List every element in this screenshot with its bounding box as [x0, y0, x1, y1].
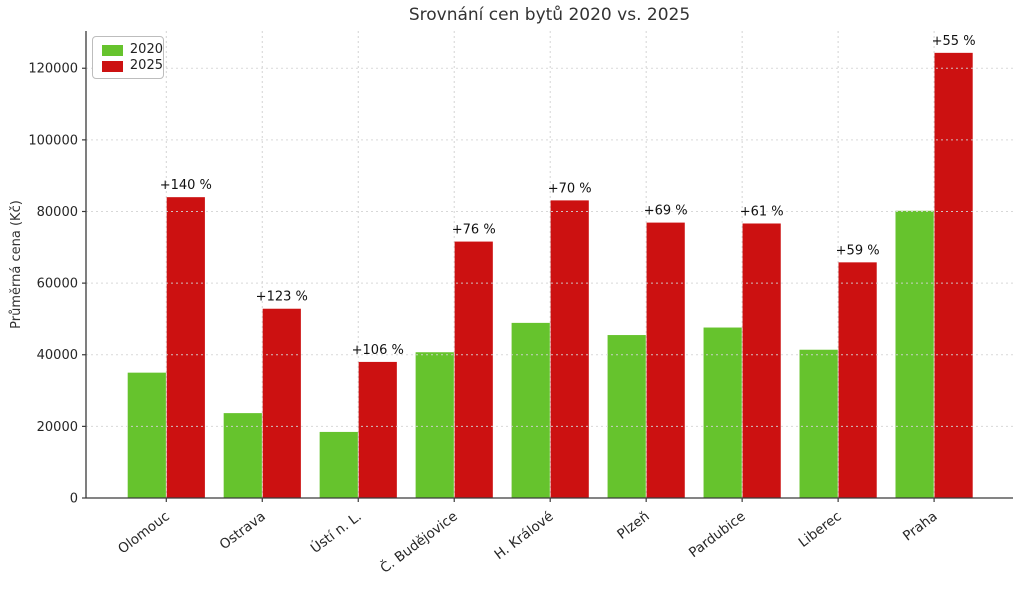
y-axis: 0 20000 40000 60000 80000 100000 120000	[28, 62, 86, 507]
bar-2025-4	[550, 200, 589, 498]
bar-2025-3	[454, 241, 493, 498]
x-tick-label: Pardubice	[686, 508, 749, 561]
x-tick-label: H. Králové	[491, 508, 556, 563]
bar-2025-7	[838, 262, 877, 498]
x-axis: Olomouc Ostrava Ústí n. L. Č. Budějovice H. …	[115, 498, 941, 577]
legend-swatch-2020	[102, 44, 123, 56]
annotation-label: +59 %	[836, 243, 880, 258]
bar-2025-6	[742, 223, 781, 498]
annotation-label: +140 %	[160, 178, 212, 193]
y-tick-label: 40000	[37, 348, 78, 363]
bar-2020-5	[607, 335, 646, 498]
legend-label-2020: 2020	[129, 42, 163, 57]
bar-2025-0	[166, 197, 205, 498]
annotation-label: +55 %	[932, 34, 976, 49]
bar-2020-4	[511, 322, 550, 498]
annotation-label: +76 %	[452, 223, 496, 238]
annotation-label: +70 %	[548, 181, 592, 196]
bar-2025-2	[358, 361, 397, 498]
legend-item-2020: 2020	[102, 42, 163, 58]
x-tick-label: Liberec	[796, 508, 845, 550]
legend-swatch-2025	[102, 60, 123, 72]
annotation-label: +123 %	[256, 290, 308, 305]
y-tick-label: 80000	[37, 205, 78, 220]
bar-2025-5	[646, 222, 685, 498]
legend: 2020 2025	[92, 36, 164, 79]
annotation-label: +61 %	[740, 204, 784, 219]
annotation-label: +106 %	[352, 343, 404, 358]
x-tick-label: Olomouc	[115, 508, 173, 557]
bar-2020-3	[415, 352, 454, 498]
bar-2020-7	[799, 349, 838, 498]
x-tick-label: Ústí n. L.	[307, 507, 365, 557]
y-tick-label: 20000	[37, 420, 78, 435]
y-tick-label: 0	[70, 492, 78, 507]
y-tick-label: 60000	[37, 277, 78, 292]
bar-2020-6	[703, 327, 742, 498]
bar-2025-8	[934, 52, 973, 499]
x-tick-label: Praha	[900, 508, 940, 544]
annotation-label: +69 %	[644, 204, 688, 219]
bar-2025-1	[262, 308, 301, 498]
y-axis-title: Průměrná cena (Kč)	[9, 200, 24, 329]
y-tick-label: 100000	[28, 133, 78, 148]
annotations: +140 % +123 % +106 % +76 % +70 % +69 % +61 % +5…	[160, 34, 976, 358]
chart-title: Srovnání cen bytů 2020 vs. 2025	[408, 5, 691, 25]
bar-2020-2	[319, 431, 358, 498]
x-tick-label: Č. Budějovice	[376, 507, 460, 577]
bar-2020-0	[127, 372, 166, 498]
axes-spines	[85, 31, 1013, 499]
y-tick-label: 120000	[28, 62, 78, 77]
bars-2025	[166, 52, 973, 499]
legend-item-2025: 2025	[102, 58, 163, 74]
legend-label-2025: 2025	[129, 58, 163, 73]
x-tick-label: Plzeň	[614, 508, 652, 542]
bar-2020-1	[223, 413, 262, 498]
x-tick-label: Ostrava	[217, 508, 269, 553]
